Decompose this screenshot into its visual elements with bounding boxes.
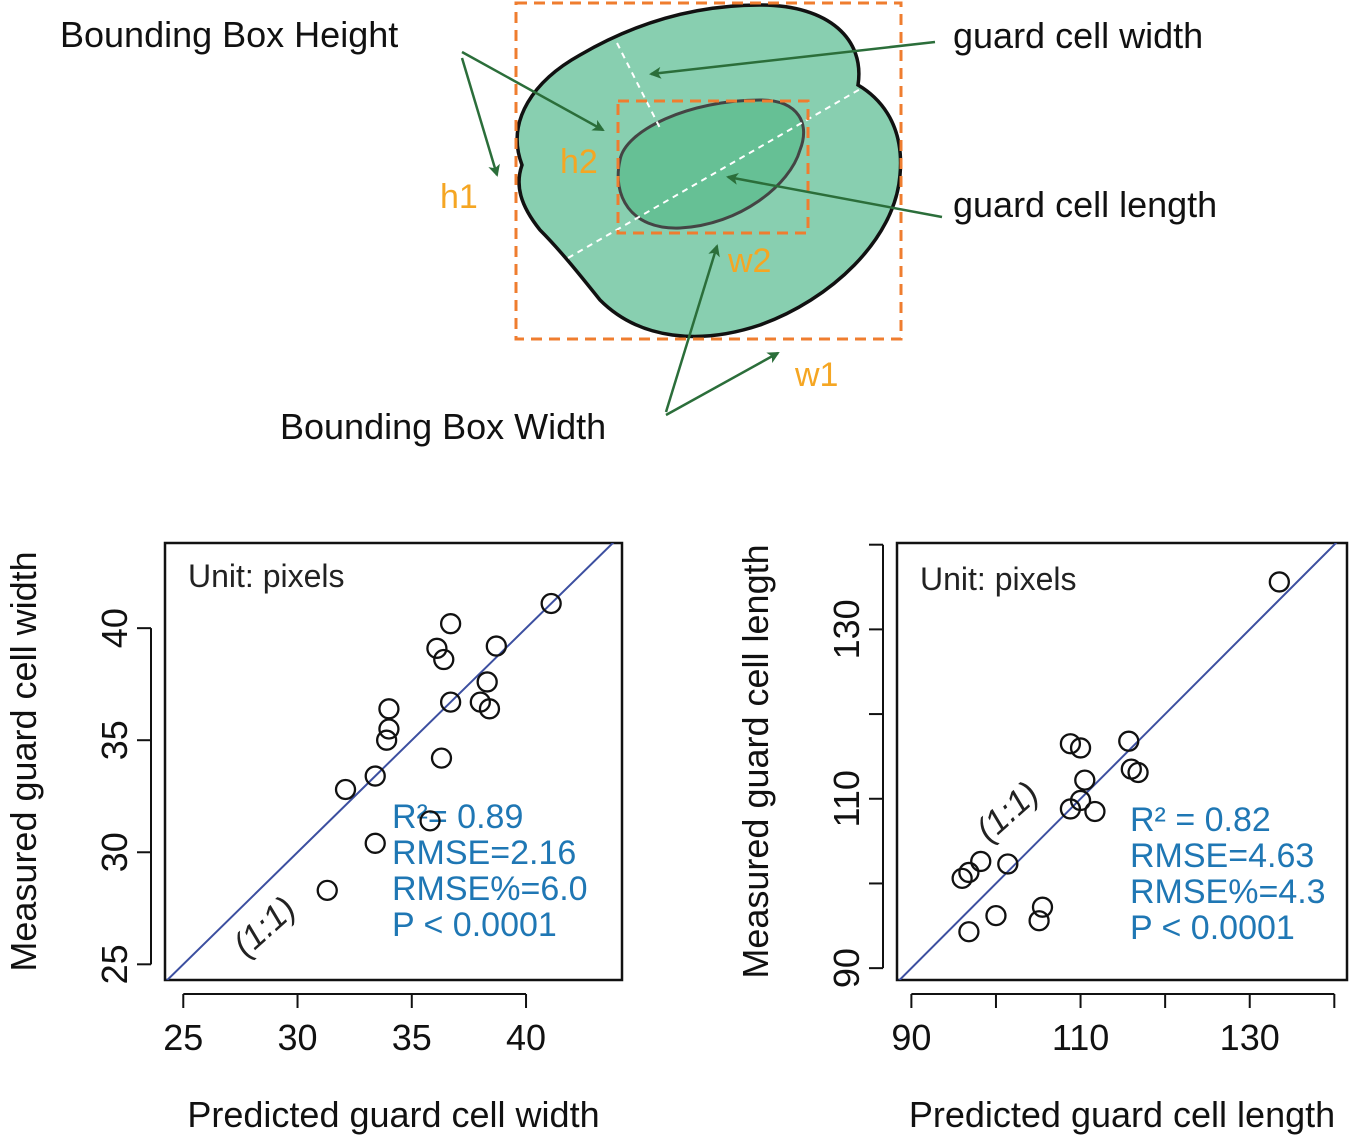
data-point <box>1031 896 1054 918</box>
y-tick-label: 110 <box>826 770 867 827</box>
x-tick-label: 35 <box>392 1017 432 1058</box>
data-point <box>378 718 400 740</box>
stomata-diagram: Bounding Box Height guard cell width gua… <box>60 1 1217 447</box>
data-point <box>433 648 455 671</box>
plot-frame <box>895 541 1349 982</box>
x-tick-label: 25 <box>163 1017 203 1058</box>
data-point <box>419 810 441 832</box>
arrow-gc-width <box>649 40 936 79</box>
data-point <box>951 867 973 890</box>
stats-line: P < 0.0001 <box>1130 909 1295 947</box>
y-tick-label: 30 <box>94 832 135 872</box>
stats-line: RMSE=2.16 <box>392 834 576 872</box>
y-tick-label: 35 <box>94 720 135 760</box>
data-point <box>439 691 462 713</box>
arrow-bbox-width-w1 <box>665 351 780 417</box>
data-point <box>1074 769 1096 791</box>
gc-width-label: guard cell width <box>953 15 1203 56</box>
data-point <box>1028 910 1050 932</box>
arrow-bbox-height-h2 <box>461 50 605 132</box>
data-point <box>378 698 400 720</box>
y-tick-label: 40 <box>94 608 135 648</box>
one-to-one-line <box>165 543 615 980</box>
data-point <box>364 832 386 854</box>
data-point <box>1118 730 1140 752</box>
guard-cell-shape <box>616 98 806 230</box>
width-axis-line <box>616 42 662 131</box>
data-point <box>439 613 462 635</box>
x-axis-title: Predicted guard cell width <box>187 1094 599 1135</box>
x-axis-title: Predicted guard cell length <box>909 1094 1335 1135</box>
data-point <box>997 853 1019 875</box>
w1-label: w1 <box>794 356 838 394</box>
unit-note: Unit: pixels <box>188 558 345 594</box>
x-tick-label: 40 <box>506 1017 546 1058</box>
data-point <box>430 747 453 769</box>
data-point <box>485 635 507 657</box>
gc-length-label: guard cell length <box>953 184 1217 225</box>
y-axis-title: Measured guard cell width <box>3 551 44 971</box>
x-tick-label: 90 <box>891 1017 931 1058</box>
plot-frame <box>163 541 624 982</box>
data-point <box>1127 761 1149 784</box>
y-axis-title: Measured guard cell length <box>735 544 776 978</box>
data-point <box>334 778 357 801</box>
length-axis-line <box>567 87 863 259</box>
data-point <box>364 765 386 787</box>
y-tick-label: 130 <box>826 599 867 659</box>
h2-label: h2 <box>560 143 598 181</box>
data-point <box>1059 733 1082 755</box>
h1-label: h1 <box>440 178 478 216</box>
stats-line: RMSE=4.63 <box>1130 837 1314 875</box>
data-point <box>426 637 448 659</box>
x-tick-label: 110 <box>1052 1017 1109 1058</box>
x-tick-label: 30 <box>278 1017 318 1058</box>
stats-line: P < 0.0001 <box>392 906 557 944</box>
stats-line: R² = 0.82 <box>1130 801 1271 839</box>
scatter-chart-width: 25 30 35 40 25 30 35 40 Predicted guard cell wid… <box>3 541 624 1135</box>
inner-bounding-box <box>616 99 810 235</box>
data-point <box>478 698 501 720</box>
arrow-bbox-width-w2 <box>664 244 720 413</box>
data-point <box>316 879 338 902</box>
arrow-bbox-height-h1 <box>460 57 500 177</box>
x-tick-label: 130 <box>1220 1017 1280 1058</box>
stats-line: RMSE%=6.0 <box>392 870 588 908</box>
data-point <box>1268 571 1290 593</box>
w2-label: w2 <box>727 242 771 280</box>
y-tick-label: 90 <box>826 948 867 988</box>
bbox-height-label: Bounding Box Height <box>60 14 398 55</box>
y-tick-label: 25 <box>94 944 135 984</box>
scatter-chart-length: 90 110 130 90 110 130 Predicted guard cell len… <box>735 541 1349 1135</box>
data-point <box>1069 737 1092 759</box>
stats-line: R²= 0.89 <box>392 798 523 836</box>
data-point <box>1059 798 1082 820</box>
data-point <box>375 729 398 751</box>
bbox-width-label: Bounding Box Width <box>280 406 606 447</box>
data-point <box>958 921 980 943</box>
unit-note: Unit: pixels <box>920 561 1077 597</box>
data-point <box>958 861 980 884</box>
data-point <box>540 592 562 615</box>
stats-line: RMSE%=4.3 <box>1130 873 1326 911</box>
data-point <box>1084 800 1106 823</box>
one-to-one-line <box>898 543 1338 980</box>
one-to-one-label: (1:1) <box>226 889 303 964</box>
data-point <box>476 671 498 693</box>
one-to-one-label: (1:1) <box>969 774 1046 849</box>
arrow-gc-length <box>726 172 943 219</box>
data-point <box>985 904 1007 927</box>
data-point <box>970 850 992 873</box>
